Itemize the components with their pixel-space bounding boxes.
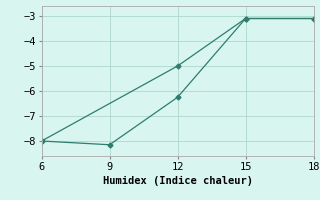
X-axis label: Humidex (Indice chaleur): Humidex (Indice chaleur) (103, 176, 252, 186)
